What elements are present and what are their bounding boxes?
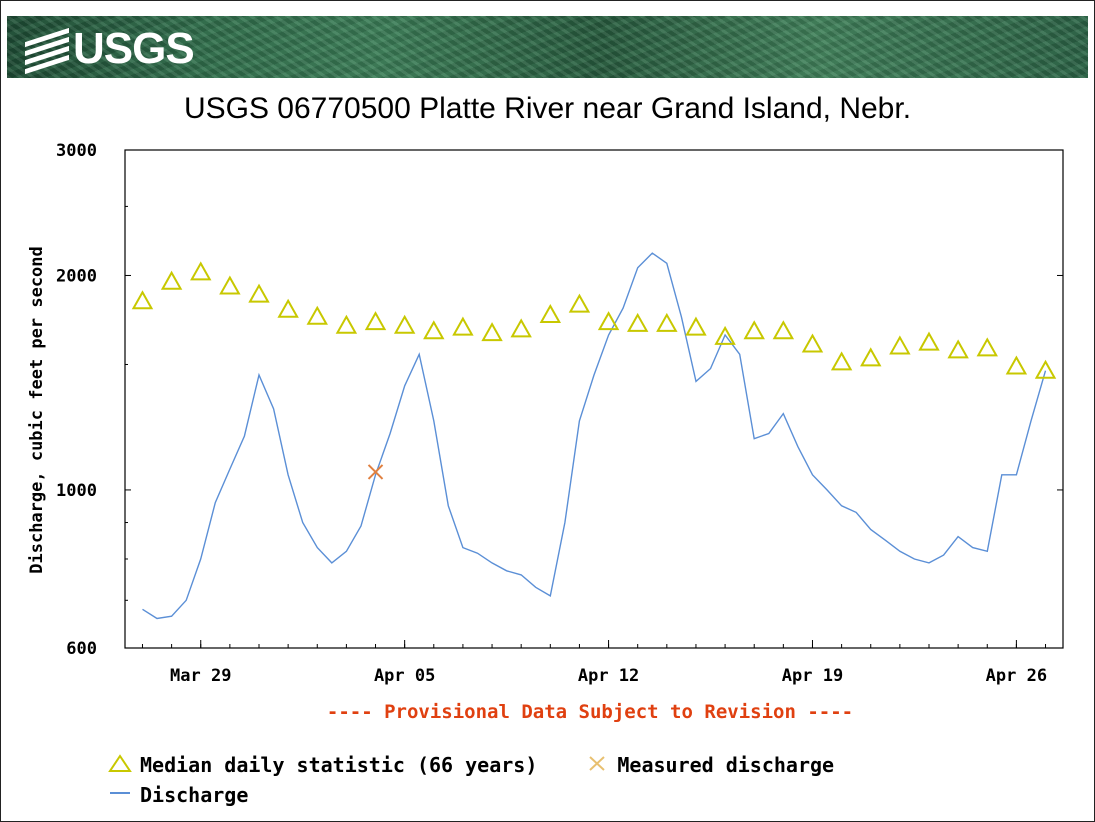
median-point — [685, 316, 707, 336]
y-axis: 600 1000 2000 3000 — [56, 141, 1063, 659]
y-tick-label: 1000 — [56, 481, 97, 501]
median-point — [452, 316, 474, 336]
measured-series — [367, 464, 384, 480]
median-point — [277, 298, 299, 318]
median-point — [889, 335, 911, 355]
median-point — [510, 318, 532, 338]
median-point — [160, 270, 183, 290]
median-point — [306, 305, 328, 325]
median-point — [918, 331, 940, 351]
y-tick-label: 600 — [66, 639, 97, 659]
median-point — [801, 333, 824, 353]
median-point — [364, 311, 387, 331]
median-point — [860, 347, 882, 367]
median-point — [335, 314, 358, 334]
median-point — [423, 320, 445, 340]
x-mark-icon — [577, 753, 617, 778]
triangle-icon — [100, 753, 140, 778]
x-tick-label: Apr 19 — [782, 666, 843, 686]
legend-discharge-label: Discharge — [140, 783, 249, 807]
legend-row: Discharge — [100, 780, 874, 810]
chart-legend: Median daily statistic (66 years) Measur… — [100, 750, 874, 810]
provisional-notice: ---- Provisional Data Subject to Revisio… — [327, 701, 853, 723]
banner-texture — [7, 16, 1088, 78]
plot-area — [124, 149, 1064, 649]
median-point — [219, 275, 241, 295]
median-point — [772, 320, 795, 340]
chart-title: USGS 06770500 Platte River near Grand Is… — [183, 92, 912, 125]
x-tick-label: Mar 29 — [170, 666, 231, 686]
legend-median-label: Median daily statistic (66 years) — [140, 753, 538, 777]
y-tick-label: 2000 — [56, 266, 97, 286]
median-point — [830, 351, 853, 371]
median-point — [714, 325, 736, 345]
median-point — [656, 312, 678, 332]
discharge-series — [142, 252, 1047, 620]
median-point — [248, 283, 270, 303]
median-point — [539, 303, 562, 324]
median-point — [481, 322, 503, 342]
median-point — [190, 261, 212, 281]
x-tick-label: Apr 26 — [986, 666, 1047, 686]
median-point — [131, 290, 154, 310]
x-axis: Mar 29 Apr 05 Apr 12 Apr 19 Apr 26 — [141, 640, 1047, 686]
median-point — [568, 293, 591, 313]
median-point — [947, 339, 969, 359]
usgs-logo[interactable]: USGS — [25, 24, 195, 75]
x-tick-label: Apr 12 — [578, 666, 639, 686]
y-axis-label: Discharge, cubic feet per second — [27, 246, 47, 574]
median-point — [743, 320, 765, 340]
median-point — [393, 314, 416, 334]
median-point — [597, 311, 620, 331]
measured-point — [367, 464, 384, 480]
median-series — [131, 261, 1057, 379]
line-icon — [100, 783, 140, 808]
x-tick-label: Apr 05 — [374, 666, 435, 686]
discharge-chart: 600 1000 2000 3000 Mar 29 Apr 05 Apr 12 Apr 19… — [27, 141, 1064, 723]
median-point — [1005, 355, 1028, 375]
legend-row: Median daily statistic (66 years) Measur… — [100, 750, 874, 780]
y-tick-label: 3000 — [56, 141, 97, 161]
usgs-banner: USGS — [7, 16, 1088, 78]
median-point — [976, 337, 998, 357]
usgs-logo-text: USGS — [73, 24, 195, 73]
median-point — [1034, 359, 1057, 379]
median-point — [626, 312, 649, 332]
discharge-line — [142, 252, 1047, 620]
legend-measured-label: Measured discharge — [617, 753, 835, 777]
